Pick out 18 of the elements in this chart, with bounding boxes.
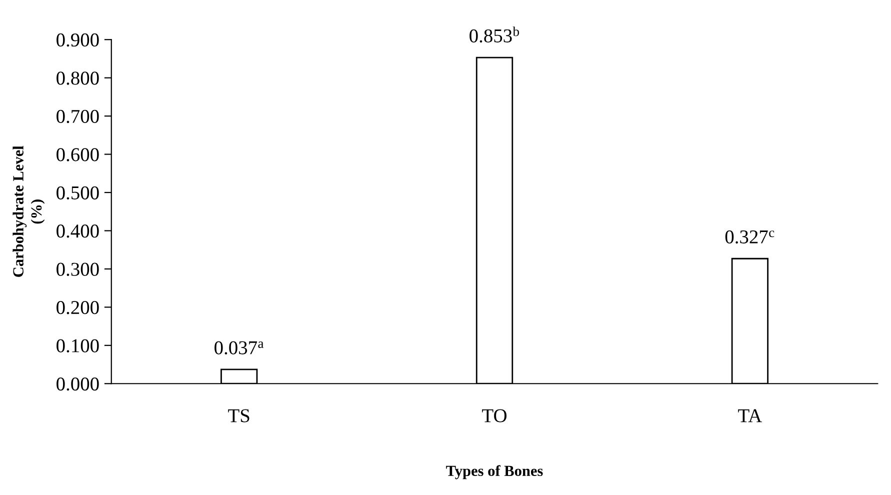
y-tick-label: 0.600	[56, 148, 99, 162]
y-tick-label: 0.100	[56, 339, 99, 352]
y-tick-label: 0.700	[56, 110, 99, 124]
y-axis-title: Carbohydrate Level (%)	[12, 146, 45, 277]
y-tick-label: 0.500	[56, 186, 99, 200]
y-tick-label: 0.000	[56, 377, 99, 391]
data-label: 0.853$^{b}$	[470, 26, 520, 43]
x-tick-label: TS	[228, 409, 250, 422]
data-label: 0.037$^{a}$	[214, 341, 264, 354]
y-tick-label: 0.400	[56, 224, 99, 238]
y-tick-label: 0.200	[56, 300, 99, 314]
x-tick-label: TA	[738, 409, 762, 422]
y-tick-label: 0.800	[56, 72, 99, 85]
x-tick-label: TO	[482, 409, 506, 422]
y-tick-label: 0.300	[56, 262, 99, 276]
data-label: 0.327$^{c}$	[725, 230, 774, 244]
y-tick-label: 0.900	[56, 33, 99, 47]
x-axis-title: Types of Bones	[446, 465, 543, 480]
